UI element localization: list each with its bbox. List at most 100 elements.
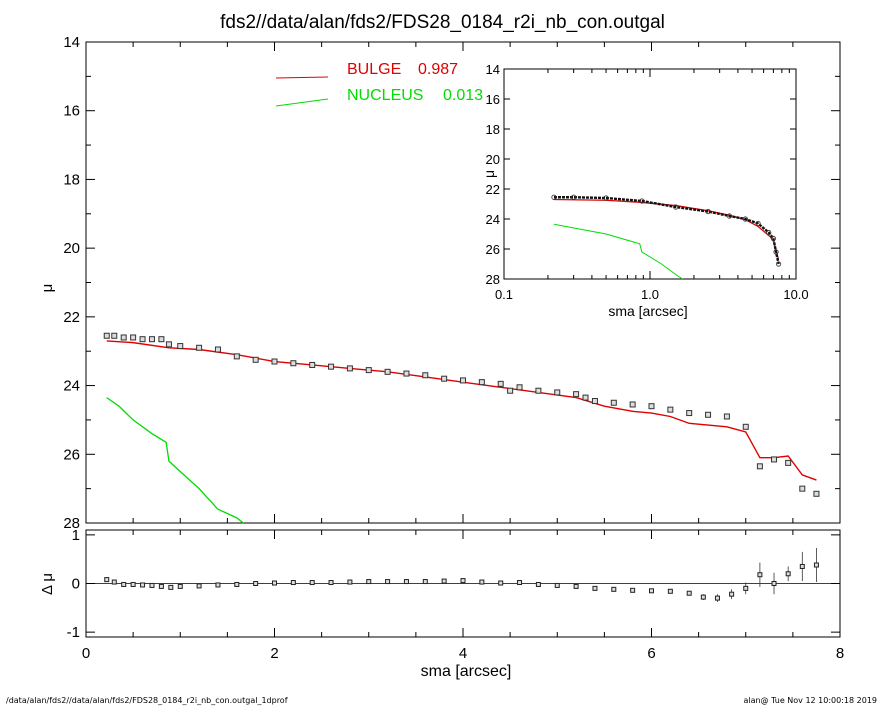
inset-data-point — [726, 213, 733, 219]
inset-data-point — [773, 249, 779, 255]
residual-point-marker — [366, 579, 372, 585]
residual-point-marker — [347, 579, 353, 585]
data-point-marker — [103, 332, 110, 339]
data-point-marker — [516, 384, 523, 391]
residual-point-marker — [785, 571, 791, 577]
residual-ytick-label: 1 — [72, 527, 80, 544]
residual-point-marker — [104, 577, 110, 583]
data-point-marker — [196, 344, 203, 351]
data-point-marker — [535, 387, 542, 394]
data-point-marker — [120, 334, 127, 341]
residual-point-marker — [611, 586, 617, 592]
data-point-marker — [460, 377, 466, 384]
data-point-marker — [507, 387, 514, 394]
data-point-marker — [705, 411, 712, 418]
residual-point-marker — [422, 579, 428, 585]
data-point-marker — [629, 401, 636, 408]
inset-xtick-label: 1.0 — [641, 287, 659, 302]
residual-point-marker — [554, 582, 560, 588]
data-point-marker — [290, 360, 297, 367]
inset-data-point — [755, 220, 761, 227]
residual-point-marker — [517, 580, 523, 586]
residual-point-marker — [667, 588, 673, 594]
xtick-label: 6 — [647, 645, 655, 662]
main-ytick-label: 14 — [63, 34, 80, 51]
chart-title: fds2//data/alan/fds2/FDS28_0184_r2i_nb_c… — [220, 12, 665, 33]
residual-point-marker — [130, 581, 136, 587]
legend-value-bulge: 0.987 — [418, 61, 458, 78]
main-ytick-label: 26 — [63, 446, 80, 463]
inset-data-point — [770, 235, 776, 242]
footer-timestamp: alan@ Tue Nov 12 10:00:18 2019 — [743, 696, 877, 705]
inset-ytick-label: 24 — [486, 212, 500, 227]
data-point-marker — [233, 353, 240, 360]
residual-point-marker — [649, 588, 654, 594]
data-point-marker — [403, 370, 410, 377]
inset-data-line — [553, 196, 780, 265]
data-point-marker — [365, 367, 372, 374]
legend-value-nucleus: 0.013 — [443, 87, 483, 104]
residual-point-marker — [479, 579, 485, 585]
data-point-marker — [130, 334, 137, 341]
residual-point-marker — [771, 581, 777, 586]
residual-point-marker — [441, 578, 447, 584]
xtick-label: 8 — [836, 645, 844, 662]
data-point-marker — [591, 398, 598, 405]
data-point-marker — [346, 365, 353, 372]
residual-point-marker — [149, 582, 155, 588]
data-point-marker — [723, 413, 730, 420]
residual-point-marker — [592, 585, 598, 591]
main-ytick-label: 28 — [63, 515, 80, 532]
data-point-marker — [177, 343, 184, 350]
data-point-marker — [158, 336, 165, 343]
data-point-marker — [165, 341, 172, 348]
residual-point-marker — [215, 582, 221, 588]
data-point-marker — [667, 406, 674, 413]
residual-ytick-label: 0 — [72, 576, 80, 593]
inset-xtick-label: 10.0 — [783, 287, 808, 302]
legend-label-bulge: BULGE — [347, 61, 401, 78]
residual-point-marker — [111, 579, 117, 585]
main-xlabel: sma [arcsec] — [421, 663, 512, 680]
legend-swatch-bulge — [275, 76, 329, 79]
residual-point-marker — [272, 580, 277, 586]
residual-point-marker — [729, 591, 735, 597]
inset-nucleus-line — [553, 223, 683, 280]
data-point-marker — [309, 361, 316, 368]
inset-ytick-label: 28 — [486, 272, 500, 287]
residual-point-marker — [234, 581, 240, 587]
data-point-marker — [214, 346, 221, 353]
residual-point-marker — [385, 579, 391, 585]
data-point-marker — [771, 456, 778, 463]
inset-ylabel: μ — [481, 170, 497, 178]
data-point-marker — [799, 485, 806, 492]
data-point-marker — [497, 380, 504, 387]
inset-data-point — [673, 204, 679, 210]
data-point-marker — [610, 399, 617, 406]
inset-ytick-label: 26 — [486, 242, 500, 257]
data-point-marker — [139, 336, 146, 343]
data-point-marker — [252, 356, 259, 363]
footer-filepath: /data/alan/fds2//data/alan/fds2/FDS28_01… — [6, 696, 288, 705]
residual-point-marker — [290, 580, 296, 586]
xtick-label: 4 — [459, 645, 467, 662]
residual-point-marker — [686, 590, 692, 596]
inset-data-point — [766, 229, 772, 236]
residual-point-marker — [813, 562, 819, 568]
nucleus-series-line — [106, 397, 244, 524]
residual-point-marker — [700, 594, 706, 600]
data-point-marker — [148, 336, 155, 343]
inset-ytick-label: 16 — [486, 92, 500, 107]
data-point-marker — [328, 363, 335, 370]
data-point-marker — [384, 368, 391, 375]
inset-xlabel: sma [arcsec] — [608, 303, 687, 319]
inset-plot-frame — [503, 68, 797, 280]
data-point-marker — [582, 394, 589, 401]
residual-point-marker — [121, 581, 127, 587]
data-point-marker — [785, 459, 792, 466]
data-point-marker — [422, 372, 429, 379]
inset-ytick-label: 18 — [486, 122, 500, 137]
data-point-marker — [441, 375, 448, 382]
bulge-series-line — [106, 340, 817, 481]
